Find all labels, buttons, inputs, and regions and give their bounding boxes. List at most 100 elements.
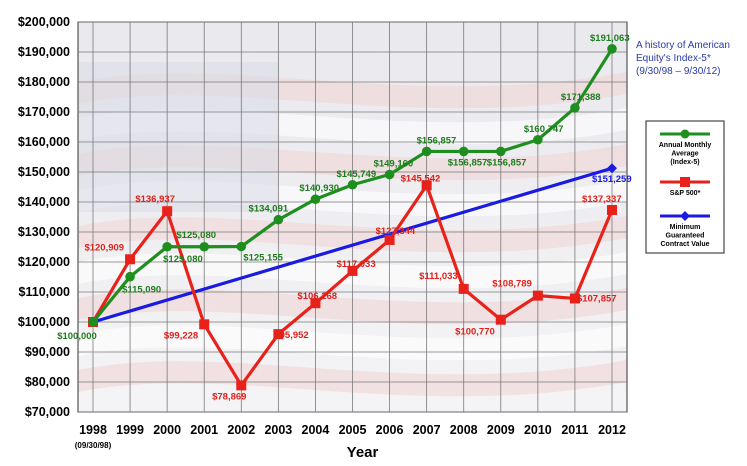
green-point: [347, 179, 358, 190]
red-series-data-label: $108,789: [492, 279, 532, 290]
y-tick-label: $170,000: [18, 105, 70, 119]
x-tick-label: 1998: [79, 423, 107, 437]
legend-label: Contract Value: [660, 241, 709, 248]
green-series-data-label: $125,080: [176, 230, 216, 241]
green-point: [310, 194, 321, 205]
x-axis-sublabel: (09/30/98): [75, 441, 112, 450]
green-point: [125, 271, 135, 282]
green-series-data-label: $149,160: [374, 159, 414, 170]
green-series-data-label: $156,857: [417, 135, 457, 146]
green-point: [570, 103, 580, 113]
y-tick-label: $70,000: [25, 405, 70, 419]
red-point: [495, 314, 506, 325]
y-tick-label: $160,000: [18, 135, 70, 149]
red-series-data-label: $145,542: [401, 173, 441, 184]
green-point: [607, 44, 617, 54]
red-point: [273, 329, 284, 340]
red-series-data-label: $137,337: [582, 194, 622, 205]
green-point: [88, 317, 98, 327]
green-series-data-label: $145,749: [337, 169, 377, 180]
y-tick-label: $90,000: [25, 345, 70, 359]
annotation-line-3: (9/30/98 – 9/30/12): [636, 66, 721, 77]
red-series-data-label: $136,937: [135, 194, 175, 205]
red-point: [236, 380, 247, 391]
x-tick-label: 2005: [339, 423, 367, 437]
x-tick-label: 2007: [413, 423, 441, 437]
blue-point: [607, 163, 617, 174]
red-point: [458, 283, 469, 294]
blue-series-data-label: $151,259: [592, 174, 632, 185]
red-series-data-label: $99,228: [164, 330, 198, 341]
green-point: [533, 134, 543, 145]
red-point: [532, 290, 543, 301]
red-point: [125, 254, 136, 265]
green-series-data-label: $160,747: [524, 124, 564, 135]
red-point: [347, 265, 358, 276]
green-point: [495, 146, 506, 157]
legend-label: Minimum: [670, 224, 701, 231]
legend: Annual Monthly Average(Index-5) S&P 500* Mi…: [645, 120, 725, 254]
red-series-data-label: $106,268: [297, 291, 337, 302]
y-tick-label: $100,000: [18, 315, 70, 329]
red-series-data-label: $95,952: [274, 330, 308, 341]
x-tick-label: 2006: [376, 423, 404, 437]
y-tick-label: $180,000: [18, 75, 70, 89]
legend-blue-marker: [680, 211, 690, 221]
red-series-data-label: $107,857: [577, 293, 617, 304]
green-series-data-label: $134,091: [249, 204, 289, 215]
y-tick-label: $140,000: [18, 195, 70, 209]
x-tick-label: 2009: [487, 423, 515, 437]
red-point: [607, 204, 617, 215]
x-tick-label: 2003: [264, 423, 292, 437]
annotation-line-2: Equity's Index-5*: [636, 53, 711, 64]
red-series-data-label: $111,033: [419, 271, 458, 282]
y-tick-label: $110,000: [19, 285, 70, 299]
red-series-data-label: $117,033: [337, 259, 376, 270]
green-point: [384, 169, 395, 180]
green-series-data-label: $125,080: [163, 254, 203, 265]
flag-canton: [78, 62, 278, 212]
legend-label: Average: [671, 151, 698, 158]
red-point: [569, 293, 580, 304]
green-series-data-label: $171,388: [561, 92, 601, 103]
red-series-data-label: $100,770: [455, 327, 495, 338]
data-labels: $100,000 $115,090 $125,080 $125,080 $125,155…: [57, 33, 631, 403]
x-axis-ticks: 1998 1999 2000 2001 2002 2003 2004 2005 2006 2007…: [79, 423, 626, 437]
red-point: [421, 180, 432, 191]
green-series-data-label: $156,857: [448, 157, 488, 168]
x-tick-label: 2004: [302, 423, 330, 437]
y-tick-label: $120,000: [18, 255, 70, 269]
green-series-data-label: $100,000: [57, 331, 97, 342]
green-series-data-label: $140,930: [299, 183, 339, 194]
red-point: [162, 206, 173, 217]
legend-red-marker: [680, 177, 690, 187]
green-point: [236, 241, 247, 252]
x-tick-label: 2000: [153, 423, 181, 437]
y-tick-label: $80,000: [25, 375, 70, 389]
x-tick-label: 2010: [524, 423, 552, 437]
y-tick-label: $190,000: [18, 45, 70, 59]
red-point: [199, 319, 210, 330]
chart-annotation: A history of American Equity's Index-5* …: [636, 40, 730, 77]
green-series-data-label: $191,063: [590, 33, 630, 44]
legend-green-marker: [680, 129, 690, 139]
x-tick-label: 2012: [598, 423, 626, 437]
red-series-data-label: $78,869: [212, 391, 246, 402]
x-tick-label: 2011: [561, 423, 588, 437]
x-axis-title: Year: [347, 444, 379, 461]
red-point: [384, 234, 395, 245]
legend-label: Guaranteed: [666, 233, 705, 240]
x-tick-label: 2002: [227, 423, 255, 437]
green-point: [458, 146, 469, 157]
green-point: [273, 214, 284, 225]
legend-label: S&P 500*: [670, 190, 701, 197]
green-series-data-label: $156,857: [487, 157, 527, 168]
green-series-data-label: $125,155: [243, 253, 283, 264]
red-series-data-label: $120,909: [84, 242, 124, 253]
x-tick-label: 2008: [450, 423, 478, 437]
gridlines: [78, 21, 627, 413]
y-tick-label: $200,000: [18, 15, 70, 29]
x-tick-label: 1999: [116, 423, 144, 437]
green-point: [421, 146, 432, 157]
